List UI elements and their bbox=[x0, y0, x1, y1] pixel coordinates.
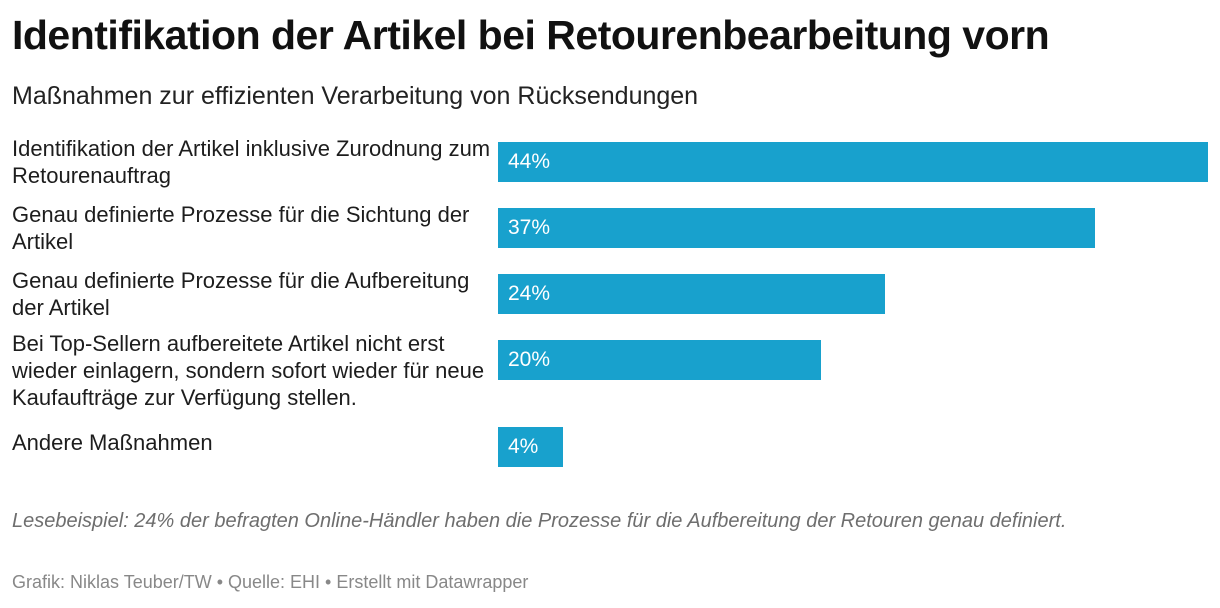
bar: 44% bbox=[498, 142, 1208, 182]
chart-subtitle: Maßnahmen zur effizienten Verarbeitung v… bbox=[12, 82, 699, 110]
bar: 20% bbox=[498, 340, 821, 380]
bar: 24% bbox=[498, 274, 885, 314]
category-label: Bei Top-Sellern aufbereitete Artikel nic… bbox=[12, 331, 485, 410]
bar-value-label: 24% bbox=[508, 282, 551, 305]
bar-chart: Identifikation der Artikel inklusive Zur… bbox=[0, 130, 1220, 480]
category-label: Identifikation der Artikel inklusive Zur… bbox=[12, 136, 491, 188]
bar: 4% bbox=[498, 427, 563, 467]
category-label: Andere Maßnahmen bbox=[12, 430, 213, 455]
bar-value-label: 44% bbox=[508, 150, 551, 173]
category-label: Genau definierte Prozesse für die Aufber… bbox=[12, 268, 470, 320]
reading-example-note: Lesebeispiel: 24% der befragten Online-H… bbox=[12, 510, 1067, 532]
bar-value-label: 4% bbox=[508, 435, 539, 458]
bar-value-label: 20% bbox=[508, 348, 551, 371]
category-label: Genau definierte Prozesse für die Sichtu… bbox=[12, 202, 470, 254]
bar-value-label: 37% bbox=[508, 216, 551, 239]
bar: 37% bbox=[498, 208, 1095, 248]
source-credit: Grafik: Niklas Teuber/TW • Quelle: EHI •… bbox=[12, 572, 529, 592]
chart-title: Identifikation der Artikel bei Retourenb… bbox=[12, 12, 1050, 58]
